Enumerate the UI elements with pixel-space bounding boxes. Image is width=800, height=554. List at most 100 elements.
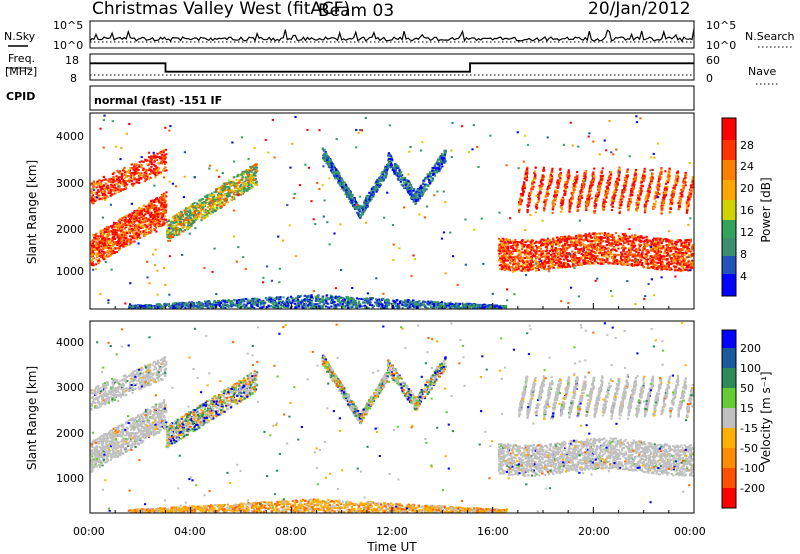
range-cell — [146, 232, 150, 235]
range-cell — [99, 243, 102, 246]
range-cell — [352, 298, 356, 301]
range-cell — [111, 188, 114, 191]
range-cell — [151, 169, 154, 172]
range-cell — [441, 157, 444, 160]
range-cell — [132, 184, 135, 187]
range-cell — [345, 189, 348, 192]
range-cell — [410, 197, 413, 200]
range-cell — [443, 161, 446, 164]
range-cell — [120, 239, 123, 242]
range-cell — [160, 225, 163, 228]
range-cell — [344, 304, 347, 307]
range-cell — [138, 171, 141, 174]
range-cell — [204, 300, 207, 303]
range-cell — [416, 300, 419, 303]
range-cell — [124, 222, 127, 225]
range-cell — [198, 215, 201, 218]
range-cell — [221, 184, 224, 187]
range-cell — [245, 183, 248, 186]
range-cell — [387, 301, 390, 304]
range-cell — [562, 258, 566, 261]
range-cell — [132, 232, 135, 235]
range-cell — [413, 194, 416, 197]
range-cell — [197, 302, 200, 305]
range-cell — [111, 251, 114, 254]
range-cell — [108, 249, 111, 251]
range-cell — [90, 244, 93, 247]
range-cell — [419, 303, 423, 306]
range-cell — [103, 227, 107, 230]
range-cell — [140, 172, 143, 175]
range-cell — [345, 302, 348, 305]
range-cell — [202, 305, 205, 307]
range-cell — [139, 227, 142, 230]
range-cell — [116, 183, 119, 186]
range-cell — [185, 304, 188, 307]
range-cell — [427, 175, 430, 178]
range-cell — [314, 295, 317, 298]
range-cell — [111, 242, 114, 245]
range-cell — [211, 202, 214, 205]
range-cell — [378, 176, 381, 179]
range-cell — [347, 192, 350, 195]
range-cell — [358, 208, 361, 211]
range-cell — [126, 179, 130, 182]
range-cell — [129, 238, 133, 241]
range-cell — [308, 294, 311, 297]
range-cell — [236, 299, 239, 302]
range-cell — [142, 231, 145, 234]
range-cell — [98, 198, 101, 201]
range-cell — [165, 153, 168, 156]
range-cell — [218, 186, 221, 189]
range-cell — [325, 152, 328, 155]
range-cell — [152, 156, 155, 159]
range-cell — [133, 209, 136, 212]
nsky-series-line — [89, 28, 695, 43]
range-cell — [127, 221, 130, 224]
range-cell — [164, 148, 168, 151]
range-cell — [430, 306, 433, 308]
range-cell — [389, 154, 392, 157]
range-cell — [159, 223, 162, 226]
range-cell — [148, 202, 151, 205]
range-cell — [499, 305, 502, 308]
range-cell — [344, 193, 347, 196]
range-cell — [108, 177, 111, 180]
range-cell — [92, 185, 95, 188]
range-cell — [212, 196, 215, 199]
nsearch-label: N.Search — [745, 30, 795, 43]
range-cell — [95, 186, 98, 189]
range-cell — [92, 181, 96, 183]
range-cell — [161, 218, 164, 221]
range-cell — [206, 215, 209, 218]
range-cell — [350, 199, 353, 202]
range-cell — [219, 201, 222, 204]
range-cell — [139, 218, 142, 221]
range-cell — [100, 241, 103, 244]
range-cell — [144, 225, 147, 228]
range-cell — [162, 223, 165, 226]
range-cell — [209, 194, 212, 197]
range-cell — [128, 231, 131, 234]
range-cell — [455, 304, 458, 307]
range-cell — [345, 183, 348, 186]
range-cell — [344, 187, 347, 190]
range-cell — [346, 195, 349, 198]
range-cell — [421, 193, 424, 196]
range-cell — [327, 306, 330, 309]
range-cell — [246, 300, 249, 303]
range-cell — [394, 301, 397, 304]
range-cell — [645, 235, 648, 238]
range-cell — [154, 157, 157, 160]
range-cell — [91, 257, 95, 259]
range-cell — [413, 199, 416, 201]
range-cell — [415, 196, 418, 199]
range-cell — [152, 217, 155, 220]
range-cell — [149, 173, 152, 175]
range-cell — [422, 191, 425, 194]
range-cell — [333, 164, 336, 167]
range-cell — [351, 194, 354, 197]
range-cell — [360, 214, 363, 216]
range-cell — [97, 243, 100, 246]
range-cell — [183, 209, 186, 212]
